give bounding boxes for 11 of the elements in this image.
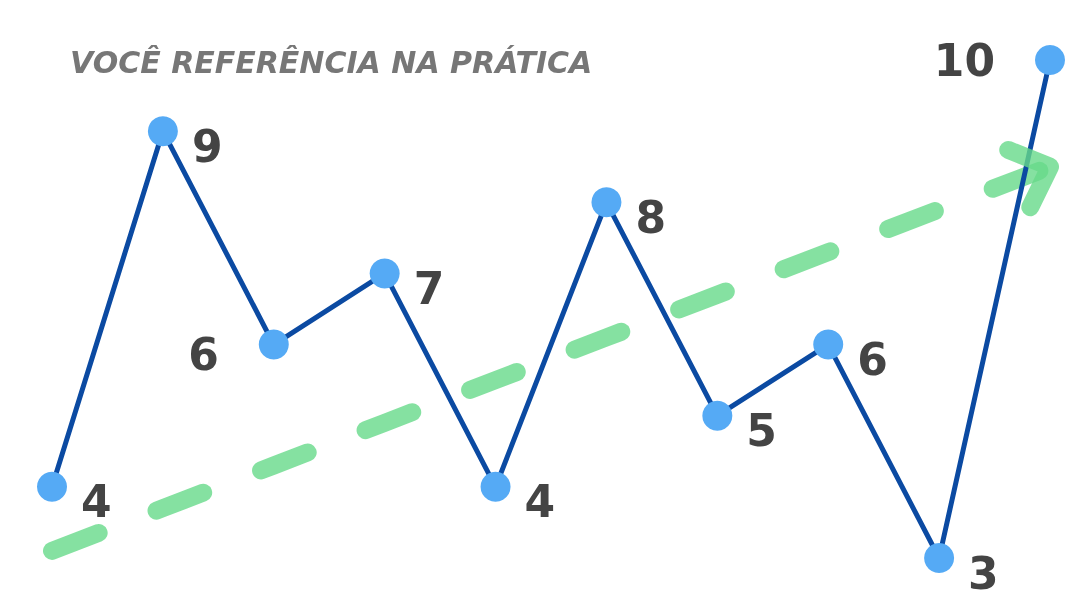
chart-title: VOCÊ REFERÊNCIA NA PRÁTICA [70,44,593,80]
data-label: 6 [857,334,888,386]
data-label: 5 [746,405,777,457]
data-label: 9 [191,120,223,172]
data-label: 4 [524,476,556,528]
data-label: 4 [81,476,112,528]
data-label: 6 [188,329,219,381]
data-label: 10 [933,34,995,86]
data-label: 8 [635,191,667,243]
data-label: 7 [413,262,445,314]
data-label: 3 [968,547,999,599]
